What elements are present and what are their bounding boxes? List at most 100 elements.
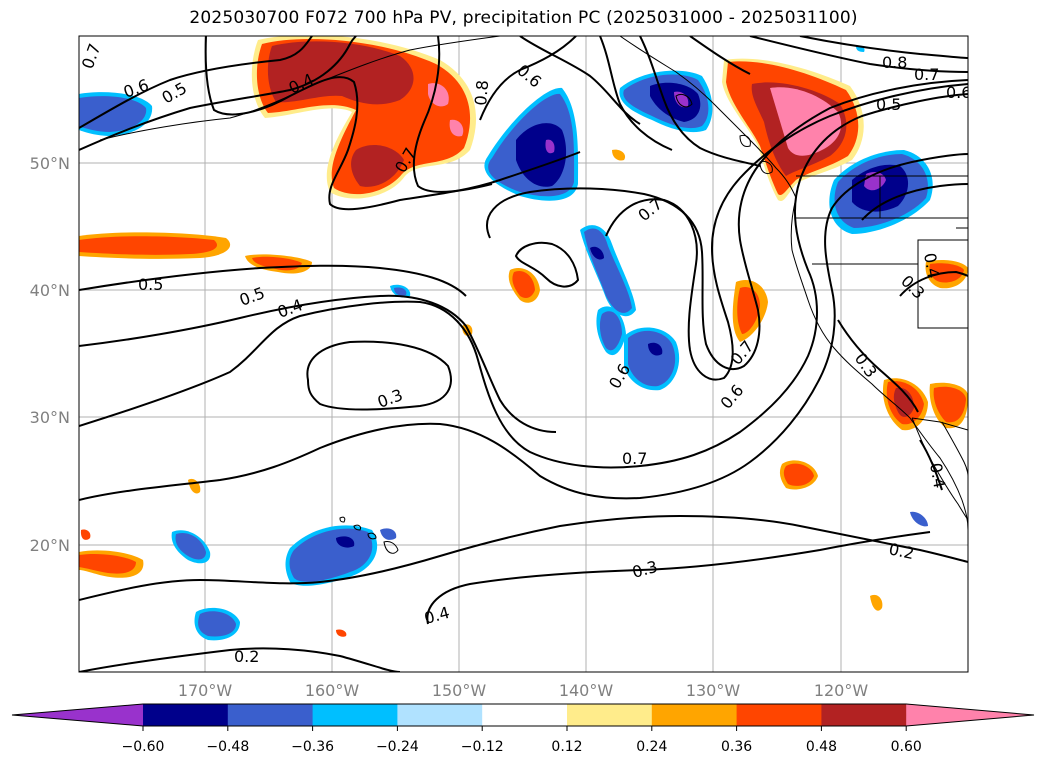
lat-label-40n: 40°N: [30, 281, 70, 300]
precip-negative-region: [648, 342, 663, 356]
pv-contour: [639, 36, 761, 167]
island: [353, 524, 361, 531]
island: [367, 532, 377, 540]
colorbar-tick-label: 0.36: [721, 739, 752, 755]
contour-label: 0.5: [876, 95, 901, 114]
border-us-mexico: [911, 417, 968, 431]
lon-label-160w: 160°W: [305, 681, 360, 700]
pv-contour: [79, 153, 968, 501]
colorbar-segment: [227, 704, 314, 726]
coastline: [619, 36, 797, 199]
precip-negative-region: [650, 82, 701, 122]
colorbar-extend-max: [906, 704, 1034, 726]
colorbar-tick-label: −0.12: [461, 739, 504, 755]
colorbar-tick-label: 0.60: [891, 739, 922, 755]
colorbar-segment: [651, 704, 738, 726]
island: [675, 93, 693, 108]
pv-contour: [837, 319, 919, 413]
precip-negative-region: [198, 611, 236, 637]
contour-label: 0.7: [622, 449, 647, 468]
pv-contour: [899, 270, 968, 297]
precip-positive-region: [351, 145, 404, 187]
precip-negative-region: [79, 96, 147, 132]
border-state: [812, 263, 968, 329]
contour-label: 0.8: [471, 79, 492, 106]
colorbar-segment: [821, 704, 907, 726]
contour-label: 0.2: [887, 539, 916, 563]
colorbar-tick-label: −0.36: [291, 739, 334, 755]
island: [339, 516, 346, 523]
pv-contour: [599, 36, 673, 151]
precip-negative-region: [336, 536, 355, 548]
island: [759, 161, 773, 175]
contour-label: 0.4: [920, 251, 943, 279]
colorbar-segment: [736, 704, 822, 726]
coastlines-layer: [99, 36, 968, 554]
colorbar-extend-min: [12, 704, 143, 726]
colorbar-tick-label: −0.48: [206, 739, 249, 755]
pv-contour: [412, 36, 493, 193]
pv-contour: [919, 439, 943, 491]
precip-negative-region: [545, 139, 555, 154]
colorbar-segment: [482, 704, 568, 726]
lat-label-30n: 30°N: [30, 408, 70, 427]
lon-label-140w: 140°W: [559, 681, 614, 700]
pv-contour: [514, 241, 580, 288]
lon-label-150w: 150°W: [432, 681, 487, 700]
pv-contour: [79, 264, 467, 297]
contour-label: 0.2: [234, 647, 259, 666]
colorbar: −0.60 −0.48 −0.36 −0.24 −0.12 0.12 0.24 0.36 0.4…: [11, 703, 1035, 755]
lon-label-130w: 130°W: [686, 681, 741, 700]
precip-negative-region: [628, 330, 676, 387]
precip-positive-region: [449, 119, 464, 137]
precip-negative-region: [599, 311, 622, 351]
pv-contour: [749, 36, 968, 73]
coastline: [790, 197, 968, 531]
pv-contour: [426, 531, 931, 625]
precip-positive-region: [870, 594, 883, 611]
colorbar-tick-label: 0.48: [806, 739, 837, 755]
pv-contour: [79, 36, 357, 151]
pv-contour: [486, 79, 968, 371]
precip-positive-region: [79, 553, 136, 574]
precipitation-fill-layer: [79, 36, 968, 641]
colorbar-tick-label: 0.24: [636, 739, 667, 755]
colorbar-tick-label: 0.12: [551, 739, 582, 755]
island: [739, 135, 751, 147]
precip-positive-region: [428, 83, 449, 107]
pv-contour: [689, 36, 751, 75]
colorbar-segment: [143, 704, 229, 726]
colorbar-segment: [567, 704, 653, 726]
colorbar-tick-label: −0.60: [122, 739, 165, 755]
colorbar-segment: [397, 704, 483, 726]
precip-negative-region: [910, 511, 928, 527]
pv-contour: [79, 514, 968, 601]
longitude-axis: 170°W 160°W 150°W 140°W 130°W 120°W: [178, 681, 869, 700]
precip-positive-region: [512, 270, 535, 298]
pv-contour: [79, 93, 968, 469]
lon-label-170w: 170°W: [178, 681, 233, 700]
precip-positive-region: [893, 387, 914, 417]
figure-title: 2025030700 F072 700 hPa PV, precipitatio…: [189, 8, 858, 28]
precip-positive-region: [933, 386, 966, 423]
map-frame: [78, 35, 969, 673]
lat-label-50n: 50°N: [30, 154, 70, 173]
pv-contour: [306, 340, 452, 411]
pv-contour: [479, 36, 577, 121]
pv-contour: [204, 36, 581, 211]
lat-label-20n: 20°N: [30, 536, 70, 555]
contour-label: 0.6: [946, 83, 971, 102]
pv-contour: [861, 183, 968, 221]
border-state: [917, 239, 968, 264]
precip-positive-region: [80, 529, 91, 540]
precip-negative-region: [590, 246, 604, 260]
island: [383, 541, 399, 554]
contour-label: 0.4: [926, 461, 949, 489]
precip-negative-region: [175, 532, 206, 560]
precip-positive-region: [79, 236, 217, 255]
pv-contour: [79, 294, 557, 433]
precip-positive-region: [783, 463, 814, 486]
coastline: [911, 417, 968, 521]
contour-label: 0.5: [138, 275, 163, 294]
